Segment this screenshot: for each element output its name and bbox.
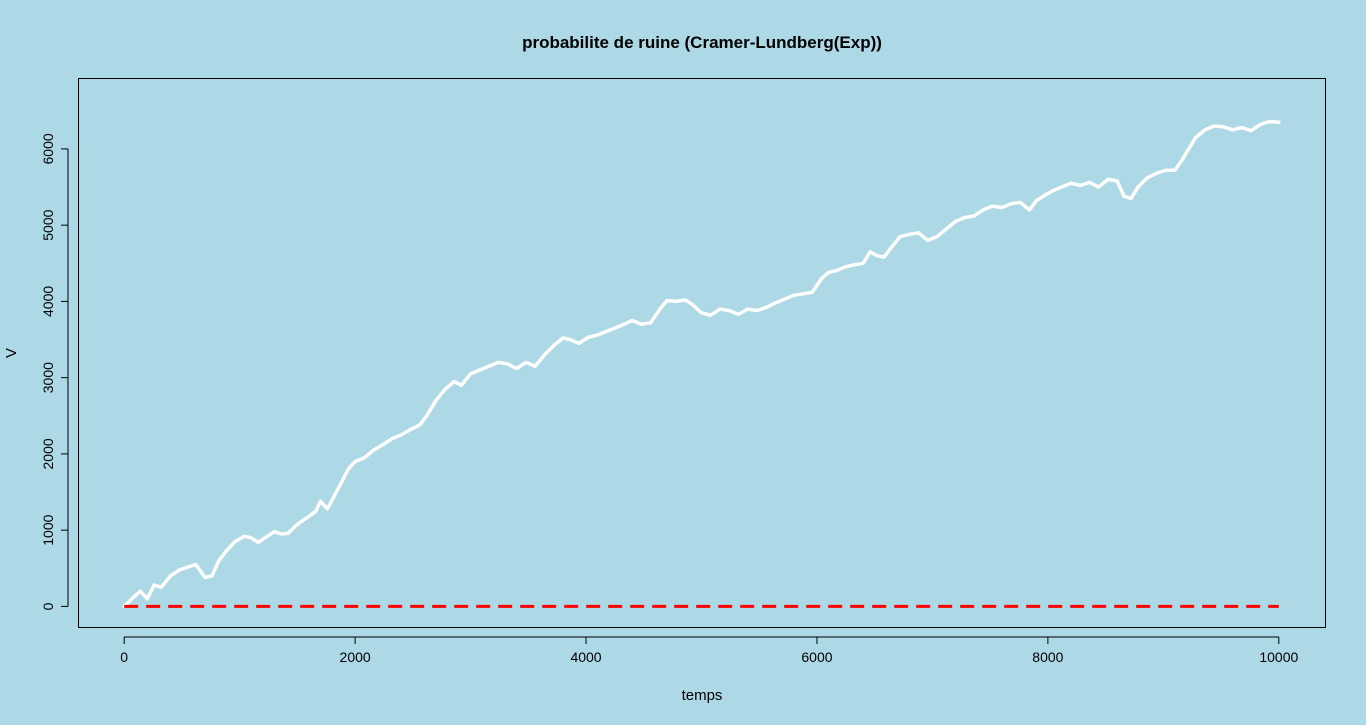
x-tick-label: 10000 bbox=[1259, 649, 1298, 665]
y-tick-label: 1000 bbox=[40, 514, 56, 545]
y-tick-label: 3000 bbox=[40, 362, 56, 393]
y-axis-label: V bbox=[3, 348, 20, 358]
plot-lines bbox=[122, 119, 1281, 609]
x-axis-label: temps bbox=[682, 687, 723, 704]
y-tick-label: 5000 bbox=[40, 209, 56, 240]
y-tick-label: 2000 bbox=[40, 438, 56, 469]
chart-title: probabilite de ruine (Cramer-Lundberg(Ex… bbox=[522, 33, 882, 52]
x-axis: 0 2000 4000 6000 8000 10000 bbox=[120, 636, 1298, 665]
y-tick-label: 4000 bbox=[40, 286, 56, 317]
x-tick-label: 4000 bbox=[570, 649, 601, 665]
x-tick-label: 0 bbox=[120, 649, 128, 665]
surplus-line bbox=[122, 119, 1281, 609]
y-axis: 0 1000 2000 3000 4000 5000 6000 bbox=[40, 133, 69, 610]
plot-frame bbox=[78, 78, 1326, 628]
x-tick-label: 2000 bbox=[340, 649, 371, 665]
y-tick-label: 6000 bbox=[40, 133, 56, 164]
x-tick-label: 8000 bbox=[1032, 649, 1063, 665]
x-tick-label: 6000 bbox=[801, 649, 832, 665]
y-tick-label: 0 bbox=[40, 602, 56, 610]
